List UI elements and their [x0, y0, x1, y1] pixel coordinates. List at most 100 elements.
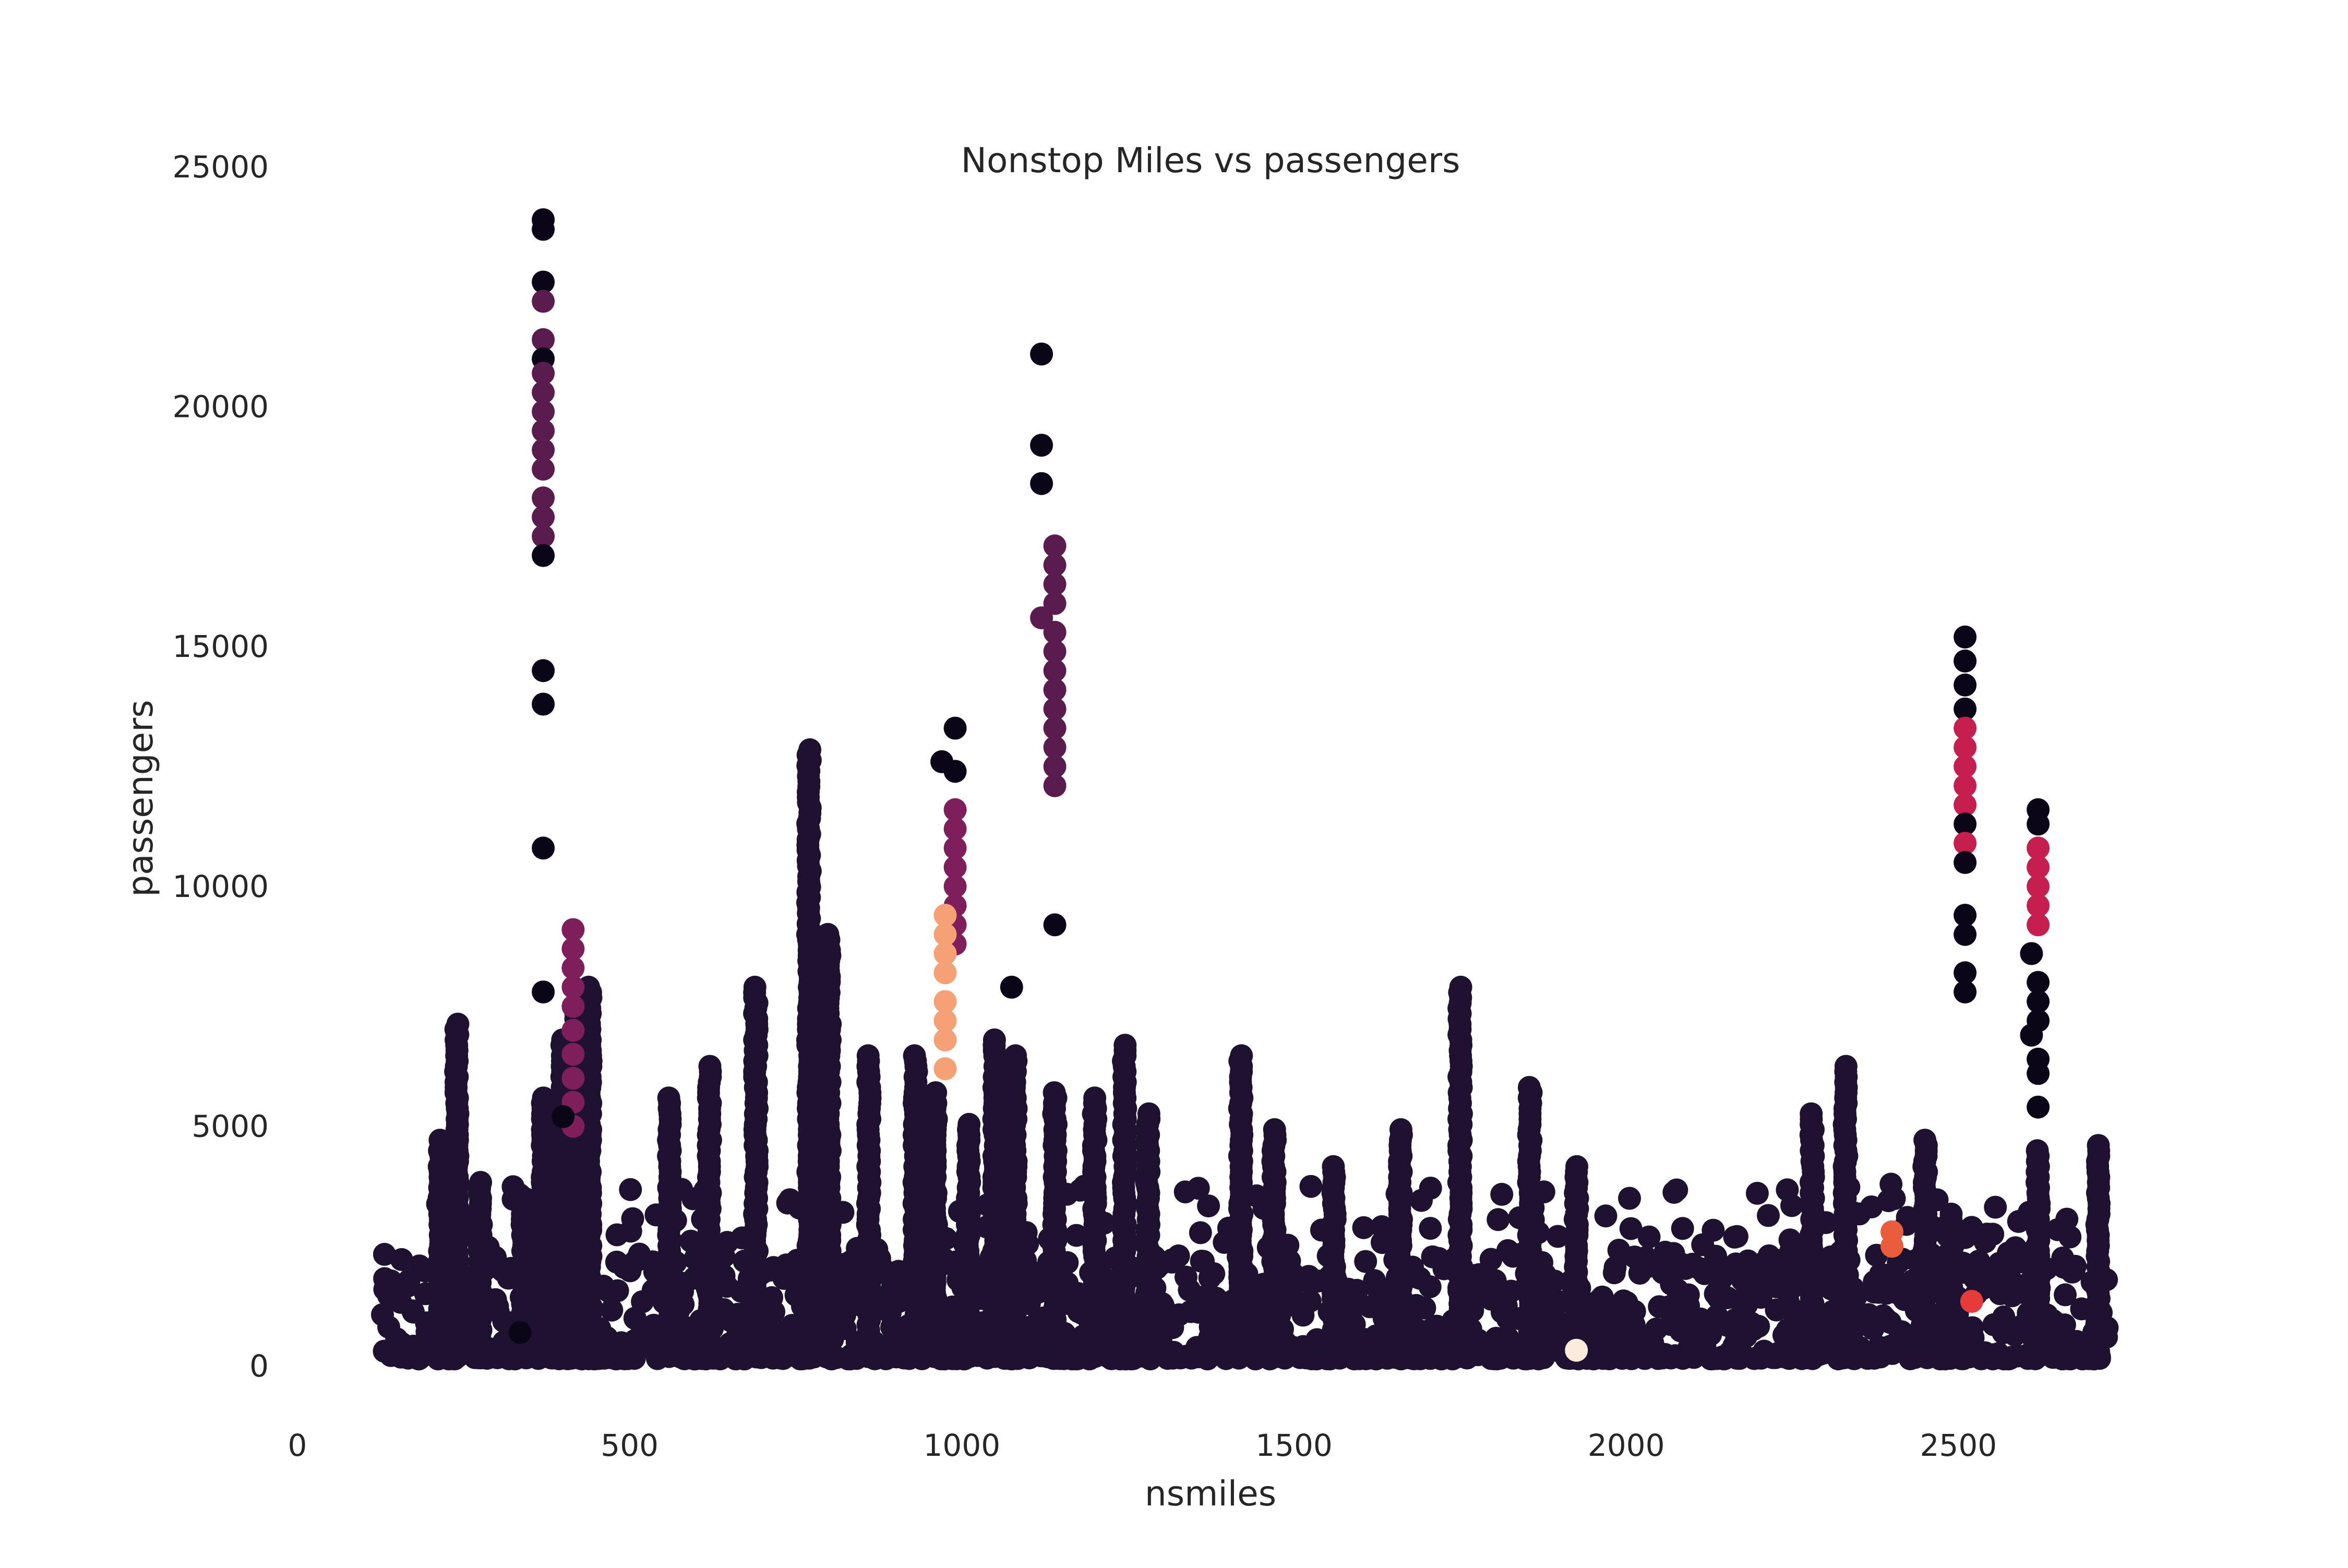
scatter-point	[1984, 1195, 2007, 1219]
scatter-point	[1137, 1102, 1160, 1126]
scatter-point	[1880, 1235, 1903, 1258]
scatter-point	[943, 716, 967, 740]
scatter-point	[1500, 1279, 1523, 1303]
scatter-point	[2020, 942, 2043, 965]
scatter-point	[1699, 1323, 1722, 1346]
scatter-point	[1419, 1177, 1442, 1200]
y-tick-labels: 0 5000 10000 15000 20000 25000	[172, 149, 269, 1384]
scatter-point	[1637, 1225, 1661, 1249]
scatter-point	[1954, 697, 1977, 721]
x-tick-label: 2500	[1920, 1428, 1997, 1463]
x-tick-label: 0	[288, 1428, 307, 1463]
scatter-point	[1298, 1289, 1322, 1313]
scatter-point	[532, 419, 555, 442]
scatter-point	[1960, 1290, 1983, 1313]
scatter-point	[1160, 1248, 1184, 1272]
scatter-point	[943, 856, 967, 879]
scatter-point	[1043, 534, 1067, 558]
scatter-point	[1745, 1181, 1769, 1205]
scatter-point	[1418, 1275, 1442, 1298]
scatter-point	[1322, 1155, 1345, 1178]
scatter-point	[532, 400, 555, 423]
scatter-point	[532, 506, 555, 529]
scatter-point	[743, 975, 766, 999]
scatter-point	[1954, 673, 1977, 697]
scatter-point	[1043, 913, 1067, 937]
scatter-point	[1619, 1217, 1643, 1240]
scatter-point	[1954, 812, 1977, 836]
scatter-point	[698, 1055, 722, 1078]
scatter-point	[679, 1229, 703, 1253]
scatter-point	[1517, 1076, 1541, 1099]
scatter-point	[2027, 856, 2050, 879]
scatter-point	[1602, 1261, 1626, 1285]
y-tick-label: 25000	[172, 149, 269, 185]
scatter-point	[2026, 1139, 2049, 1163]
x-tick-label: 2000	[1588, 1428, 1665, 1463]
scatter-point	[2055, 1207, 2079, 1231]
scatter-point	[532, 381, 555, 404]
scatter-point	[532, 1086, 555, 1110]
scatter-point	[2027, 875, 2050, 898]
scatter-point	[532, 692, 555, 716]
scatter-point	[2004, 1236, 2027, 1260]
scatter-point	[924, 1081, 948, 1105]
scatter-point	[1954, 755, 1977, 778]
scatter-point	[2087, 1134, 2110, 1157]
scatter-point	[1345, 1278, 1369, 1302]
scatter-point	[816, 923, 840, 946]
scatter-point	[1043, 736, 1067, 759]
scatter-point	[943, 875, 967, 898]
scatter-point	[619, 1219, 642, 1243]
scatter-point	[2027, 1062, 2050, 1085]
scatter-point	[1954, 832, 1977, 855]
scatter-point	[1954, 774, 1977, 797]
scatter-point	[2027, 1095, 2050, 1119]
scatter-point	[2053, 1313, 2076, 1337]
scatter-point	[1004, 1044, 1027, 1068]
highlight-points	[508, 208, 2050, 1362]
scatter-point	[933, 1028, 957, 1051]
scatter-point	[1000, 975, 1023, 999]
scatter-point	[1427, 1247, 1451, 1270]
scatter-point	[775, 1253, 798, 1277]
scatter-point	[1607, 1239, 1631, 1262]
scatter-point	[1973, 1226, 1996, 1249]
chart-title: Nonstop Miles vs passengers	[961, 140, 1460, 181]
scatter-point	[1954, 980, 1977, 1004]
scatter-point	[1691, 1233, 1715, 1256]
scatter-point	[933, 923, 957, 946]
scatter-point	[469, 1171, 493, 1194]
scatter-point	[1913, 1129, 1937, 1152]
scatter-point	[628, 1242, 651, 1266]
scatter-point	[1030, 606, 1053, 630]
scatter-point	[1565, 1338, 1588, 1362]
scatter-point	[1043, 554, 1067, 577]
scatter-point	[2007, 1210, 2030, 1233]
scatter-point	[1419, 1217, 1442, 1240]
scatter-point	[619, 1178, 642, 1201]
scatter-point	[1043, 678, 1067, 701]
scatter-point	[943, 817, 967, 841]
scatter-point	[1263, 1118, 1286, 1141]
scatter-point	[532, 659, 555, 683]
scatter-point	[1043, 716, 1067, 740]
scatter-point	[933, 942, 957, 965]
scatter-point	[561, 1019, 585, 1042]
scatter-point	[1189, 1221, 1212, 1244]
scatter-point	[1187, 1177, 1210, 1200]
scatter-point	[957, 1112, 981, 1136]
scatter-point	[2027, 812, 2050, 836]
x-axis-label: nsmiles	[1145, 1474, 1276, 1514]
scatter-point	[2027, 894, 2050, 917]
scatter-point	[1197, 1194, 1220, 1218]
scatter-point	[1030, 342, 1053, 366]
scatter-point	[1954, 961, 1977, 985]
scatter-point	[943, 836, 967, 860]
scatter-point	[1065, 1224, 1088, 1247]
scatter-point	[532, 836, 555, 860]
scatter-point	[1590, 1285, 1614, 1309]
scatter-point	[1354, 1250, 1377, 1273]
scatter-point	[1800, 1102, 1823, 1126]
